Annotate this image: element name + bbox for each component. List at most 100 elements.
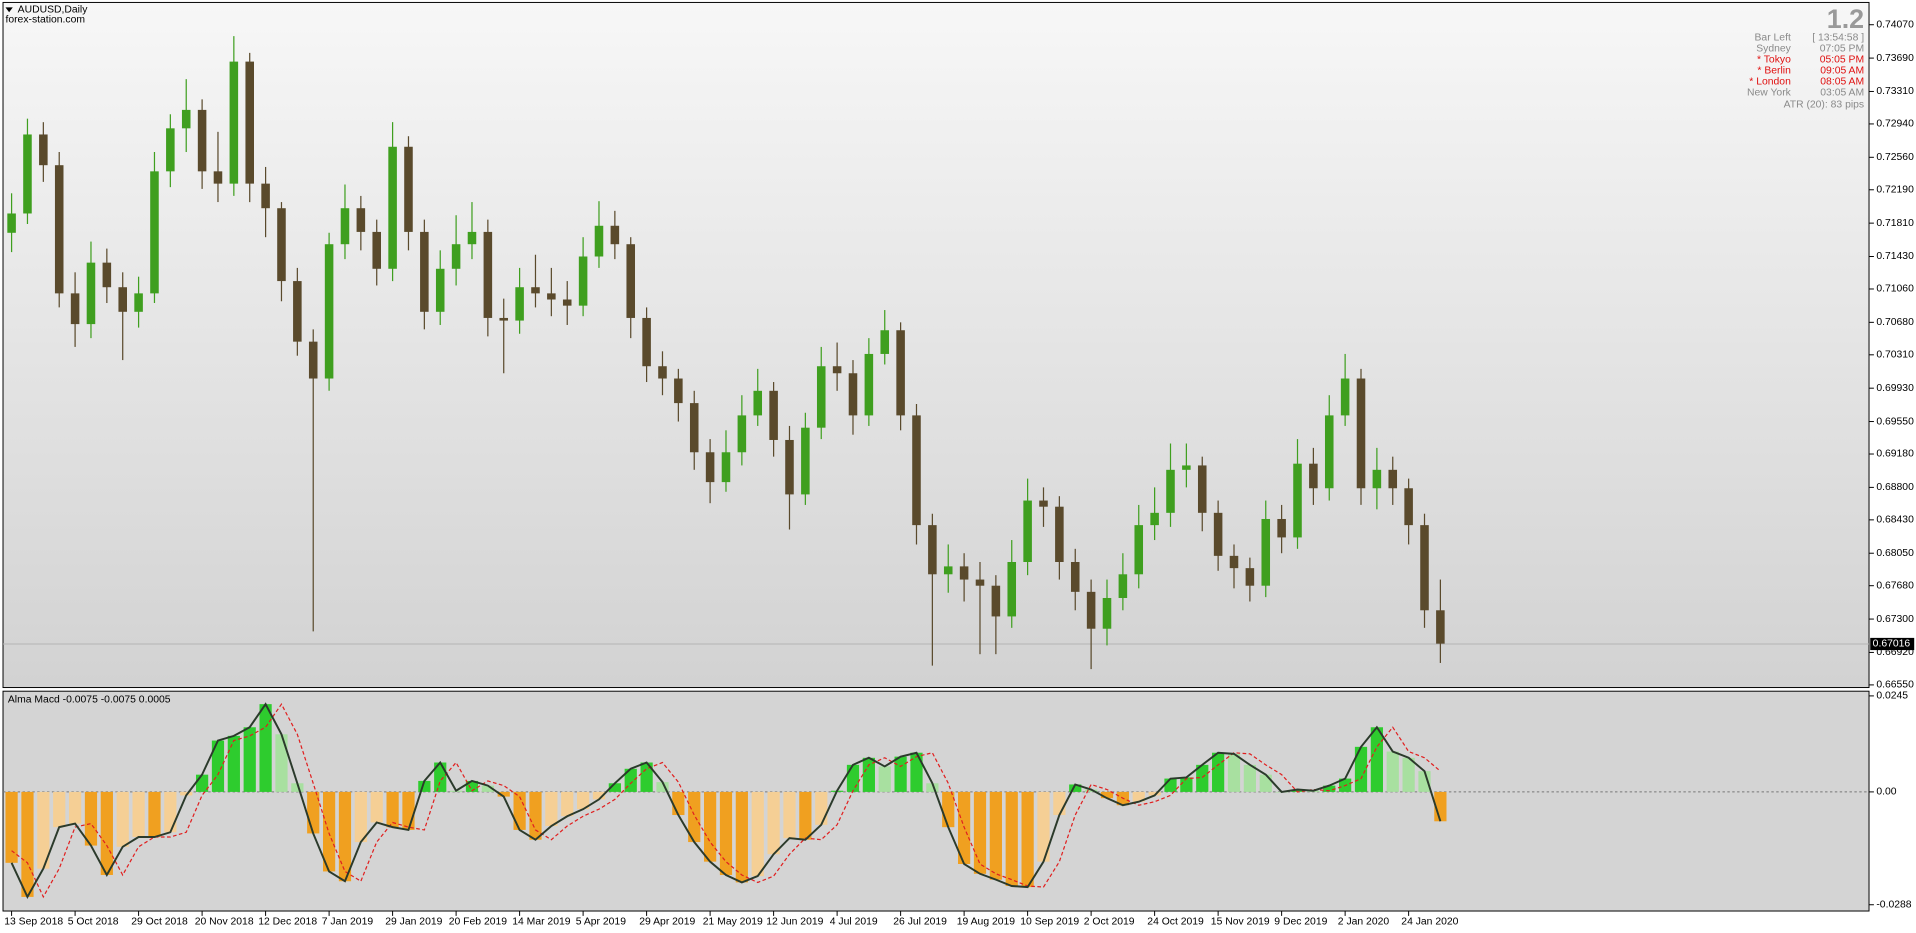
candle-body bbox=[102, 262, 112, 288]
session-time: 03:05 AM bbox=[1820, 88, 1864, 99]
histogram-bar bbox=[513, 791, 526, 830]
candle-body bbox=[1261, 518, 1271, 586]
session-time: 07:05 PM bbox=[1820, 44, 1864, 55]
x-tick-label: 5 Apr 2019 bbox=[576, 917, 626, 928]
x-tick-label: 20 Feb 2019 bbox=[449, 917, 507, 928]
histogram-bar bbox=[878, 766, 891, 792]
x-tick-label: 5 Oct 2018 bbox=[68, 917, 119, 928]
candle-body bbox=[1070, 562, 1080, 592]
y-tick-label: 0.70680 bbox=[1876, 317, 1914, 328]
candle-body bbox=[880, 330, 890, 354]
candle-body bbox=[197, 109, 207, 172]
histogram-bar bbox=[1005, 791, 1018, 886]
session-name: Bar Left bbox=[1755, 33, 1791, 44]
y-tick-label: 0.66550 bbox=[1876, 680, 1914, 691]
histogram-bar bbox=[1227, 753, 1241, 792]
candle-body bbox=[467, 231, 477, 245]
histogram-bar bbox=[529, 791, 542, 840]
candle-body bbox=[1134, 525, 1144, 575]
candle-body bbox=[150, 171, 159, 294]
histogram-bar bbox=[1069, 784, 1082, 792]
x-tick-label: 12 Jun 2019 bbox=[766, 917, 823, 928]
candle-body bbox=[943, 566, 953, 575]
histogram-bar bbox=[1021, 791, 1034, 888]
candle-body bbox=[912, 415, 921, 526]
current-price-box bbox=[1870, 637, 1915, 651]
y-tick-label: 0.68800 bbox=[1876, 482, 1914, 493]
candle-body bbox=[737, 415, 747, 453]
histogram-bar bbox=[719, 791, 733, 875]
candle-body bbox=[483, 231, 493, 318]
histogram-bar bbox=[180, 791, 193, 796]
histogram-bar bbox=[322, 791, 336, 872]
candle-body bbox=[721, 452, 731, 483]
histogram-bar bbox=[973, 791, 987, 874]
y-tick-label: 0.71810 bbox=[1876, 218, 1914, 229]
candle-body bbox=[1356, 378, 1366, 489]
candle-body bbox=[848, 373, 858, 416]
version-label: 1.2 bbox=[1827, 4, 1864, 34]
histogram-bar bbox=[227, 735, 240, 792]
candle-body bbox=[959, 566, 969, 580]
y-tick-label: 0.69930 bbox=[1876, 383, 1914, 394]
histogram-bar bbox=[418, 780, 431, 792]
candle-body bbox=[1166, 469, 1175, 513]
histogram-bar bbox=[5, 791, 18, 863]
histogram-bar bbox=[799, 791, 812, 840]
candle-body bbox=[578, 256, 588, 306]
histogram-bar bbox=[84, 791, 98, 846]
histogram-bar bbox=[1418, 771, 1431, 792]
indicator-title: Alma Macd -0.0075 -0.0075 0.0005 bbox=[8, 694, 171, 705]
histogram-bar bbox=[1212, 752, 1225, 792]
candle-body bbox=[1039, 500, 1048, 507]
histogram-bar bbox=[100, 791, 113, 875]
candle-body bbox=[1118, 574, 1128, 598]
candle-body bbox=[642, 317, 651, 367]
x-tick-label: 7 Jan 2019 bbox=[322, 917, 374, 928]
candle-body bbox=[293, 281, 302, 342]
x-tick-label: 9 Dec 2019 bbox=[1274, 917, 1327, 928]
indicator-panel bbox=[2, 690, 1870, 912]
candle-body bbox=[356, 208, 366, 232]
candle-body bbox=[658, 366, 667, 379]
session-name: * London bbox=[1749, 77, 1791, 88]
histogram-bar bbox=[1053, 791, 1066, 816]
candle-body bbox=[626, 244, 636, 318]
candle-body bbox=[277, 208, 286, 282]
histogram-bar bbox=[116, 791, 129, 847]
candle-body bbox=[1102, 597, 1112, 629]
histogram-bar bbox=[1196, 764, 1209, 792]
macd-line bbox=[10, 702, 1442, 899]
histogram-bar bbox=[926, 783, 939, 792]
candle-body bbox=[340, 208, 350, 245]
histogram-bar bbox=[846, 764, 860, 792]
candle-body bbox=[975, 579, 985, 586]
histogram-bar bbox=[608, 783, 621, 792]
atr-label: ATR (20): 83 pips bbox=[1784, 100, 1865, 111]
histogram-bar bbox=[688, 791, 701, 843]
candle-body bbox=[261, 183, 270, 209]
x-tick-label: 29 Apr 2019 bbox=[639, 917, 695, 928]
y-tick-label: 0.73690 bbox=[1876, 53, 1914, 64]
candle-body bbox=[308, 341, 318, 379]
histogram-bar bbox=[735, 791, 748, 883]
histogram-bar bbox=[259, 704, 272, 792]
candle-body bbox=[70, 293, 80, 325]
x-tick-label: 19 Aug 2019 bbox=[957, 917, 1016, 928]
current-price-label: 0.67016 bbox=[1873, 639, 1911, 650]
candle-body bbox=[1245, 568, 1255, 586]
candle-body bbox=[118, 287, 127, 312]
histogram-bar bbox=[815, 791, 828, 825]
candle-body bbox=[1055, 506, 1064, 563]
histogram-bar bbox=[910, 752, 923, 792]
candle-body bbox=[86, 262, 96, 325]
candle-body bbox=[1309, 463, 1318, 489]
histogram-bar bbox=[942, 791, 955, 828]
y-tick-label: -0.0288 bbox=[1876, 899, 1911, 910]
y-tick-label: 0.70310 bbox=[1876, 350, 1914, 361]
menu-triangle[interactable] bbox=[5, 7, 13, 13]
histogram-bar bbox=[497, 791, 510, 797]
histogram-bar bbox=[1291, 789, 1304, 792]
candle-body bbox=[324, 244, 334, 379]
